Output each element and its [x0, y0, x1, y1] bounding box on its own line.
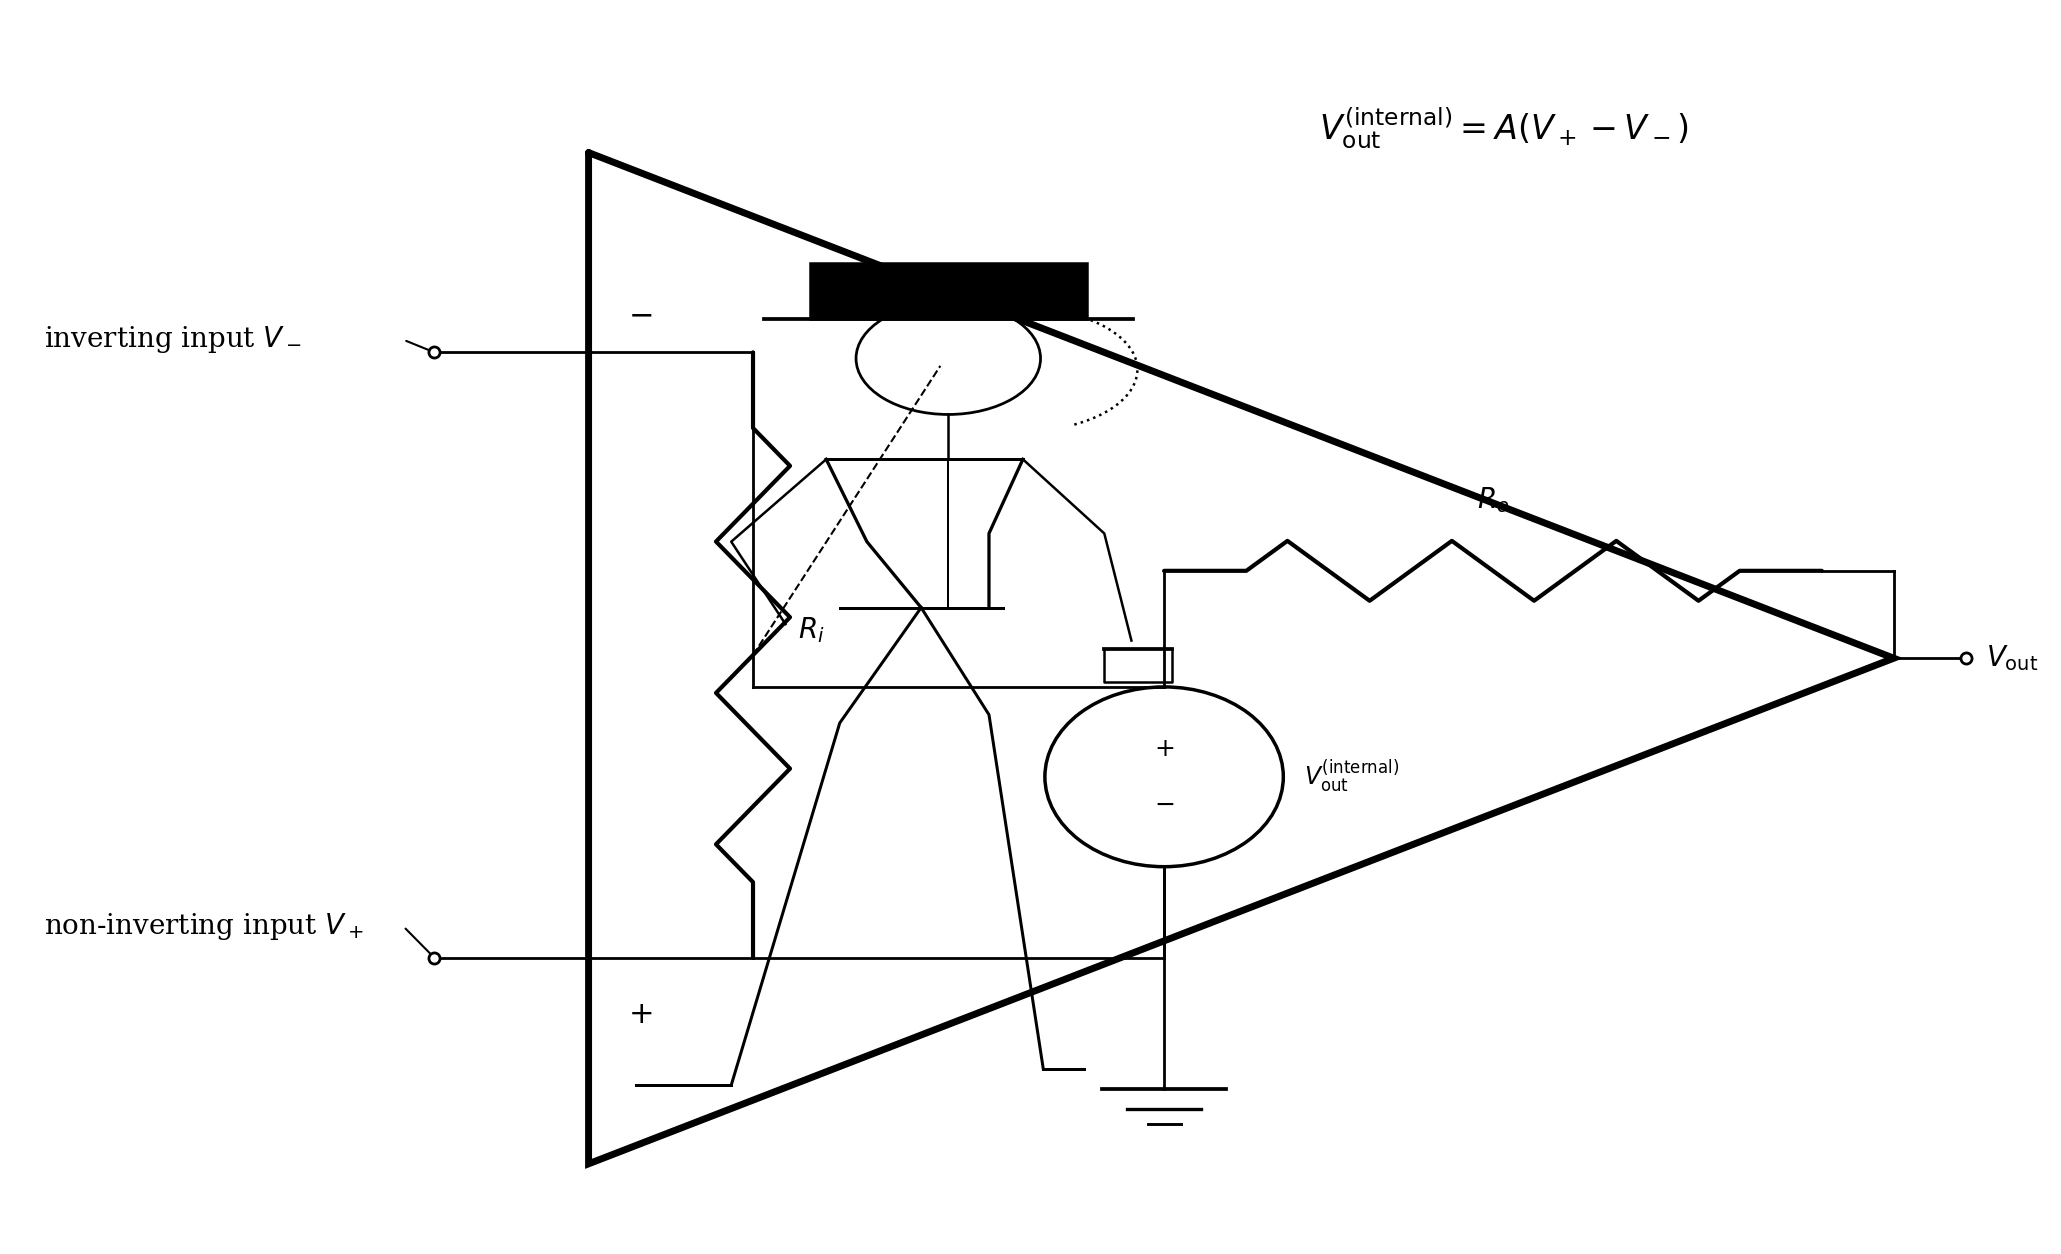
Text: $V_\mathrm{out}^\mathrm{(internal)} = A(V_+ - V_-)$: $V_\mathrm{out}^\mathrm{(internal)} = A(… — [1319, 104, 1688, 150]
Text: $R_i$: $R_i$ — [798, 616, 824, 645]
Text: $-$: $-$ — [629, 300, 651, 330]
Polygon shape — [810, 263, 1086, 320]
Text: non-inverting input $V_+$: non-inverting input $V_+$ — [43, 912, 365, 942]
Text: $+$: $+$ — [1154, 737, 1175, 761]
Text: $-$: $-$ — [1154, 793, 1175, 816]
Text: $V_\mathrm{out}$: $V_\mathrm{out}$ — [1987, 643, 2038, 673]
Text: inverting input $V_-$: inverting input $V_-$ — [43, 325, 301, 355]
Text: $R_o$: $R_o$ — [1478, 485, 1509, 514]
Text: $V_\mathrm{out}^\mathrm{(internal)}$: $V_\mathrm{out}^\mathrm{(internal)}$ — [1305, 759, 1399, 795]
Text: $+$: $+$ — [629, 998, 651, 1030]
